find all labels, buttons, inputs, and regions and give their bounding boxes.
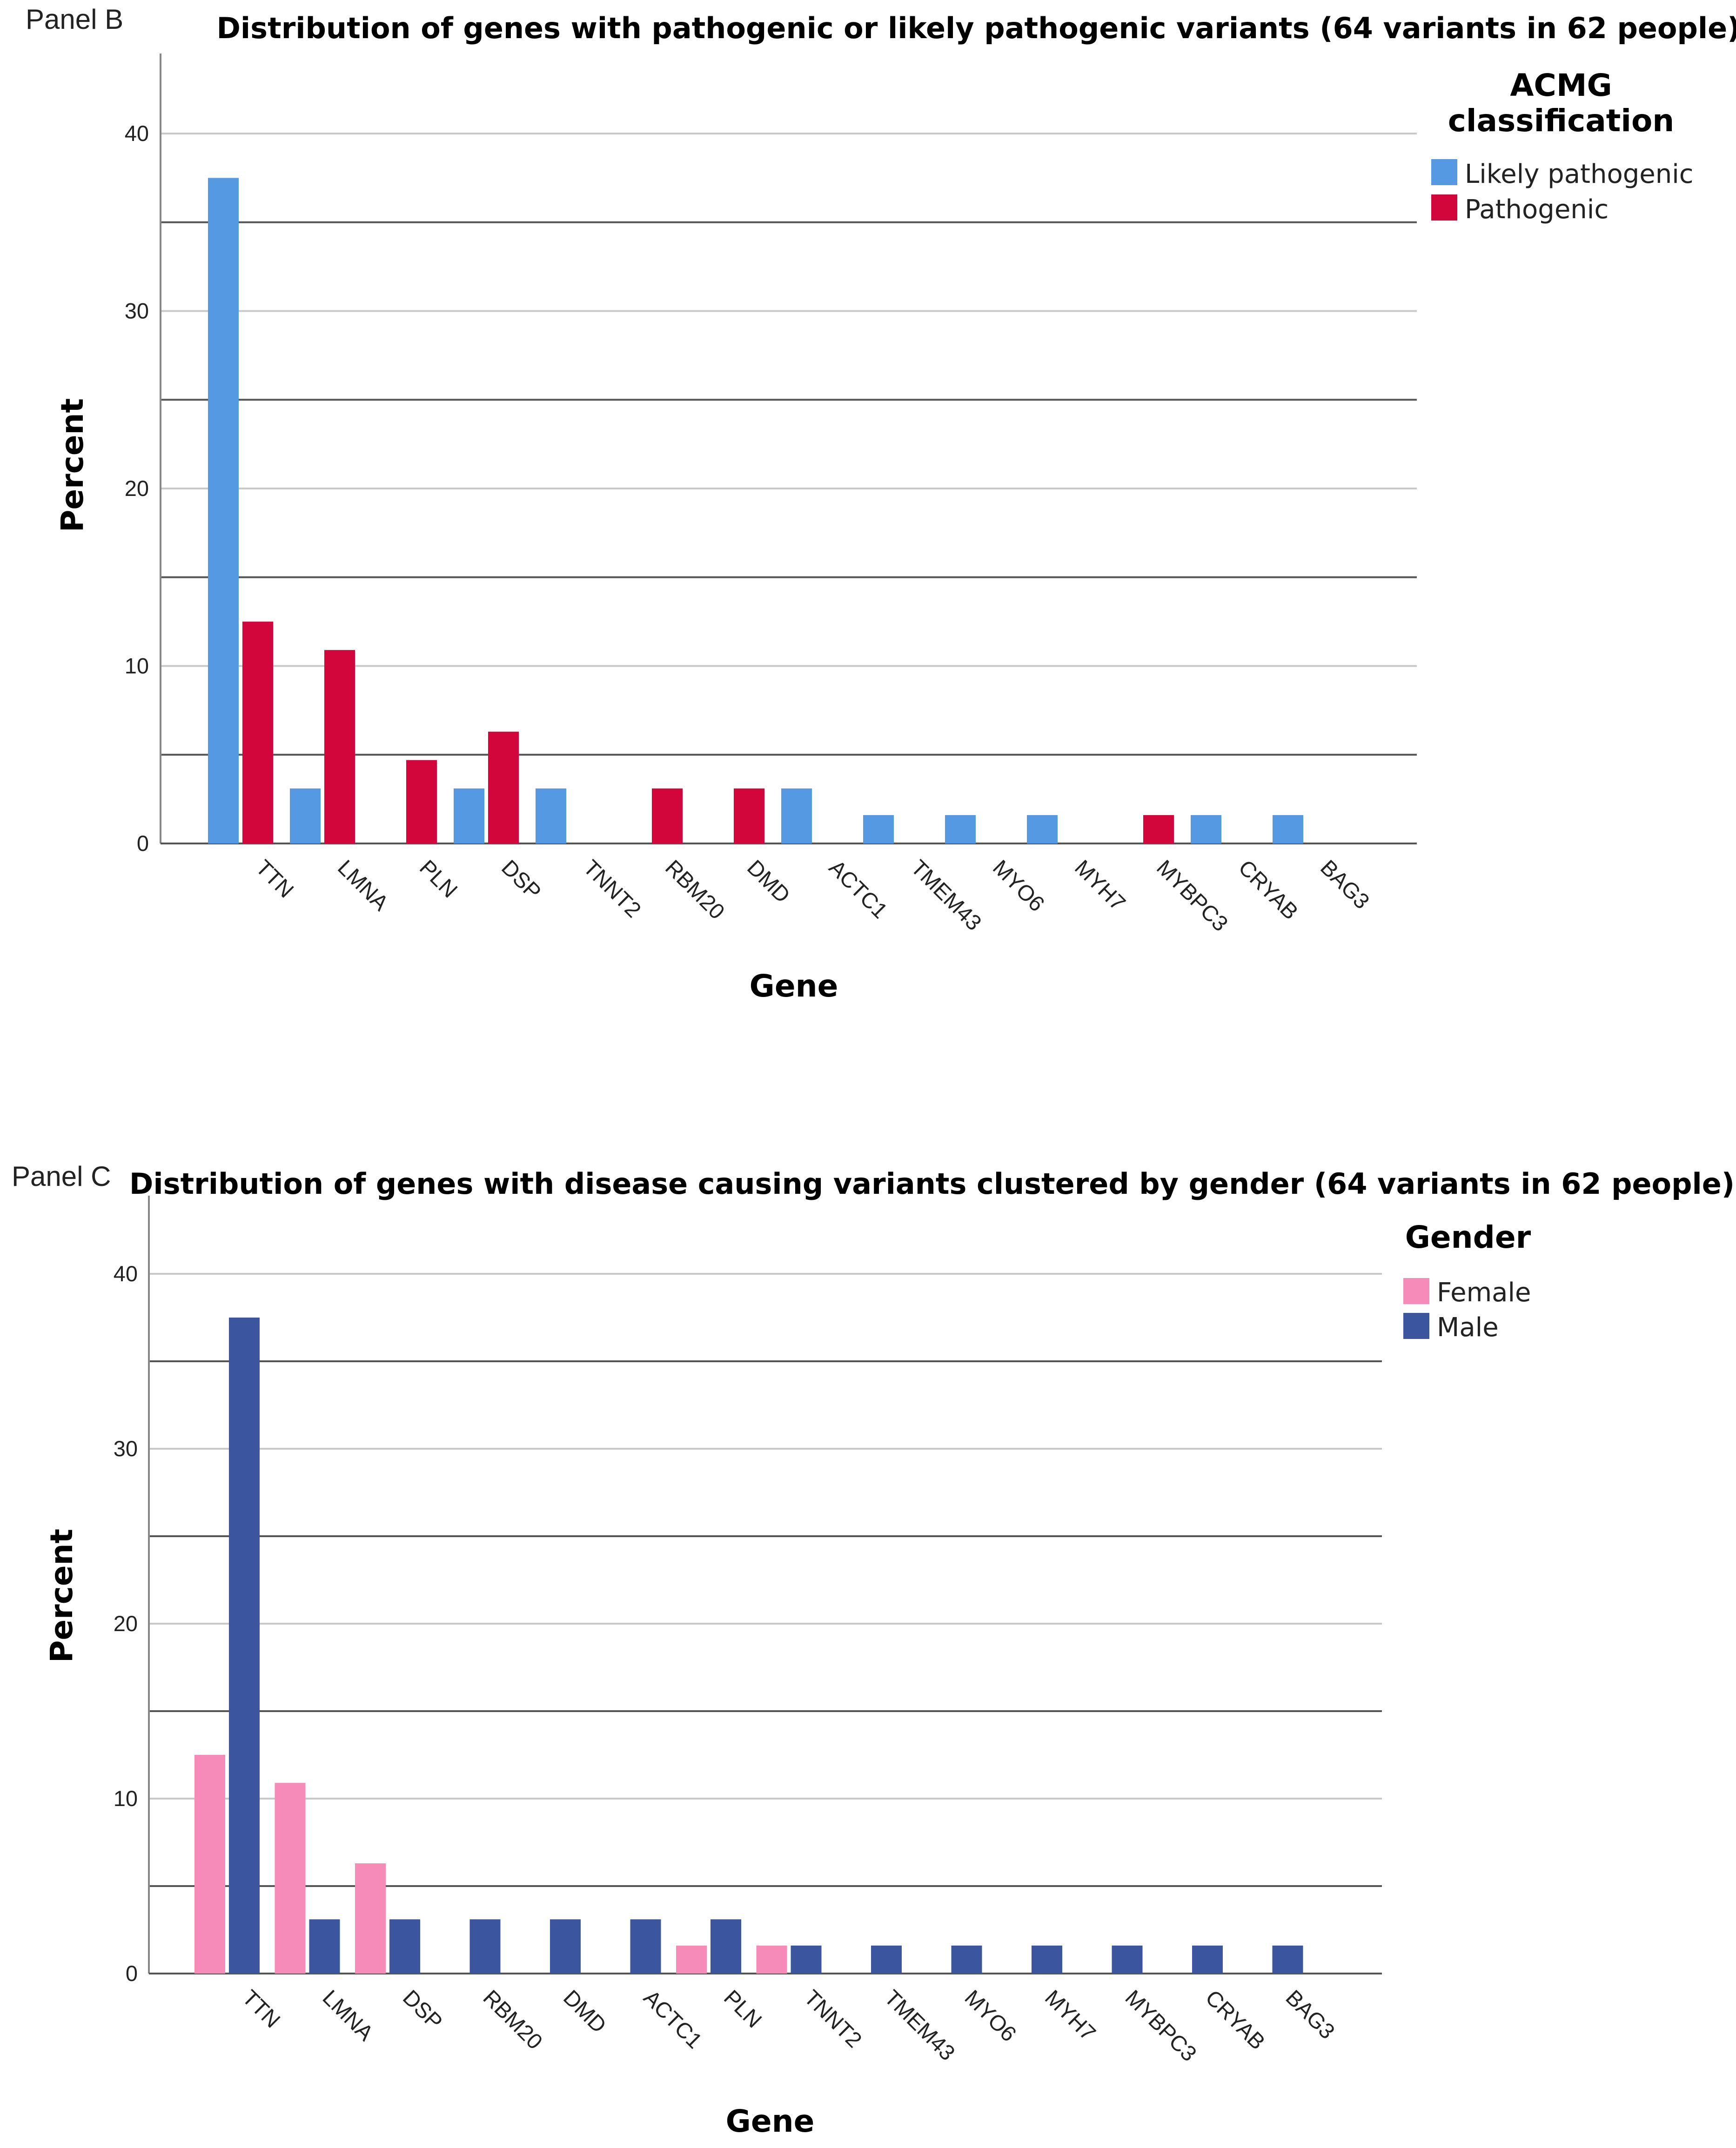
panel-c-bar-mybpc3-male xyxy=(1112,1945,1143,1974)
panel-c-bar-dsp-male xyxy=(389,1919,420,1974)
panel-c-bar-dmd-male xyxy=(550,1919,581,1974)
panel-c-legend-title: Gender xyxy=(1405,1219,1531,1255)
panel-c-bar-myh7-male xyxy=(1032,1945,1062,1974)
panel-c-y-tick-labels: 0 10 20 30 40 xyxy=(114,1261,138,1986)
panel-c-y-tick-20: 20 xyxy=(114,1611,138,1636)
panel-b-bar-lmna-likely-pathogenic xyxy=(290,788,321,843)
panel-c-bar-tnnt2-female xyxy=(756,1945,787,1974)
panel-c-y-axis-title: Percent xyxy=(44,1529,80,1663)
panel-c-bar-ttn-female xyxy=(194,1755,225,1974)
panel-b-bar-ttn-pathogenic xyxy=(242,622,273,843)
panel-b-bar-bag3-likely-pathogenic xyxy=(1273,815,1303,843)
panel-c-bar-ttn-male xyxy=(229,1318,260,1974)
panel-b-y-tick-30: 30 xyxy=(125,299,149,323)
panel-b-bars xyxy=(208,178,1303,843)
panel-b-legend-label-likely-pathogenic: Likely pathogenic xyxy=(1465,159,1694,189)
panel-c-legend-label-female: Female xyxy=(1437,1278,1531,1308)
panel-b-legend-swatch-pathogenic xyxy=(1431,194,1457,221)
panel-b-bar-lmna-pathogenic xyxy=(324,650,355,843)
panel-c-bar-pln-male xyxy=(710,1919,741,1974)
panel-c-label: Panel C xyxy=(12,1161,111,1192)
panel-c-gridlines xyxy=(149,1273,1382,1887)
panel-b-y-tick-10: 10 xyxy=(125,654,149,678)
panel-c-bar-actc1-male xyxy=(630,1919,661,1974)
panel-c-legend-swatch-female xyxy=(1403,1278,1429,1304)
panel-b-bar-tmem43-likely-pathogenic xyxy=(863,815,894,843)
panel-c-bar-pln-female xyxy=(676,1945,707,1974)
panel-c-legend: Gender Female Male xyxy=(1403,1219,1531,1343)
panel-b-bar-rbm20-pathogenic xyxy=(652,788,683,843)
panel-b-bar-tnnt2-likely-pathogenic xyxy=(536,788,566,843)
panel-b-bar-dmd-pathogenic xyxy=(734,788,764,843)
panel-b-legend: ACMG classification Likely pathogenic Pa… xyxy=(1431,67,1694,225)
panel-b-bar-pln-pathogenic xyxy=(406,760,437,843)
panel-b-bar-cryab-likely-pathogenic xyxy=(1191,815,1221,843)
panel-b-y-axis-title: Percent xyxy=(54,398,90,532)
panel-c-bar-lmna-male xyxy=(309,1919,340,1974)
panel-c-bar-bag3-male xyxy=(1272,1945,1303,1974)
panel-b-y-tick-40: 40 xyxy=(125,121,149,146)
panel-b-bar-myo6-likely-pathogenic xyxy=(945,815,976,843)
panel-b-gridlines xyxy=(161,133,1417,756)
panel-b-chart-title: Distribution of genes with pathogenic or… xyxy=(216,11,1736,45)
panel-b-bar-myh7-likely-pathogenic xyxy=(1027,815,1058,843)
panel-c-y-tick-30: 30 xyxy=(114,1436,138,1461)
panel-c-bar-lmna-female xyxy=(275,1783,306,1974)
panel-b-bar-ttn-likely-pathogenic xyxy=(208,178,239,843)
panel-b-y-tick-0: 0 xyxy=(137,831,149,856)
panel-c-bars xyxy=(194,1318,1303,1974)
panel-b-label: Panel B xyxy=(26,4,123,35)
panel-b-legend-title-line-2: classification xyxy=(1448,103,1675,139)
panel-c-chart-title: Distribution of genes with disease causi… xyxy=(129,1167,1735,1201)
panel-b-bar-dsp-pathogenic xyxy=(488,731,519,843)
panel-c-bar-cryab-male xyxy=(1192,1945,1223,1974)
panel-b-legend-title-line-1: ACMG xyxy=(1510,67,1612,103)
panel-c-bar-tnnt2-male xyxy=(791,1945,822,1974)
panel-b-bar-actc1-likely-pathogenic xyxy=(781,788,812,843)
panel-c-x-axis-title: Gene xyxy=(726,2103,815,2139)
panel-b-x-axis-title: Gene xyxy=(750,968,838,1004)
panel-b-y-tick-20: 20 xyxy=(125,476,149,501)
panel-b-legend-swatch-likely-pathogenic xyxy=(1431,159,1457,185)
panel-c-legend-label-male: Male xyxy=(1437,1312,1499,1343)
panel-b-y-tick-labels: 0 10 20 30 40 xyxy=(125,121,149,856)
panel-c-y-tick-0: 0 xyxy=(126,1961,138,1986)
panel-c-bar-rbm20-male xyxy=(469,1919,501,1974)
panel-b-bar-mybpc3-pathogenic xyxy=(1143,815,1174,843)
panel-c-y-tick-40: 40 xyxy=(114,1261,138,1286)
panel-c-legend-swatch-male xyxy=(1403,1313,1429,1339)
panel-c-bar-tmem43-male xyxy=(871,1945,902,1974)
panel-c-bar-dsp-female xyxy=(355,1863,386,1974)
panel-c-y-tick-10: 10 xyxy=(114,1786,138,1811)
panel-b-legend-label-pathogenic: Pathogenic xyxy=(1465,194,1609,225)
panel-c-bar-myo6-male xyxy=(951,1945,982,1974)
panel-b-bar-dsp-likely-pathogenic xyxy=(454,788,484,843)
